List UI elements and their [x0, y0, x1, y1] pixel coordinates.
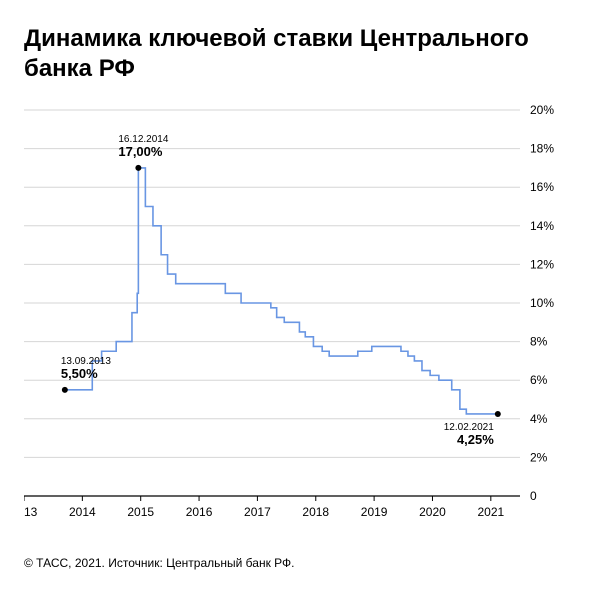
x-tick-label: 2020 — [419, 505, 446, 519]
rate-chart: 0 2% 4% 6% 8% 10% 12% 14% 16% 18% 20% 2013 2014 2015 2… — [24, 98, 568, 538]
x-tick-label: 2013 — [24, 505, 38, 519]
y-tick-label: 0 — [530, 489, 537, 503]
rate-line — [65, 168, 498, 414]
x-tick-label: 2016 — [186, 505, 213, 519]
source-caption: © ТАСС, 2021. Источник: Центральный банк… — [24, 556, 570, 570]
svg-text:5,50%: 5,50% — [61, 366, 98, 381]
x-tick-label: 2015 — [127, 505, 154, 519]
svg-text:4,25%: 4,25% — [457, 432, 494, 447]
annotation-marker — [135, 165, 141, 171]
annotation: 12.02.20214,25% — [444, 422, 494, 447]
annotation-marker — [62, 387, 68, 393]
x-tick-label: 2019 — [361, 505, 388, 519]
x-tick-label: 2017 — [244, 505, 271, 519]
chart-title: Динамика ключевой ставки Центрального ба… — [24, 24, 570, 84]
y-tick-label: 10% — [530, 296, 554, 310]
y-tick-label: 14% — [530, 219, 554, 233]
y-tick-label: 8% — [530, 335, 548, 349]
x-tick-label: 2018 — [302, 505, 329, 519]
y-tick-label: 12% — [530, 257, 554, 271]
y-tick-label: 2% — [530, 450, 548, 464]
y-tick-label: 6% — [530, 373, 548, 387]
y-tick-label: 18% — [530, 142, 554, 156]
annotation-marker — [495, 411, 501, 417]
svg-text:17,00%: 17,00% — [118, 144, 163, 159]
y-tick-label: 20% — [530, 103, 554, 117]
annotation: 13.09.20135,50% — [61, 356, 111, 381]
x-tick-label: 2021 — [477, 505, 504, 519]
annotation: 16.12.201417,00% — [118, 134, 168, 159]
y-tick-label: 16% — [530, 180, 554, 194]
y-tick-label: 4% — [530, 412, 548, 426]
x-tick-label: 2014 — [69, 505, 96, 519]
